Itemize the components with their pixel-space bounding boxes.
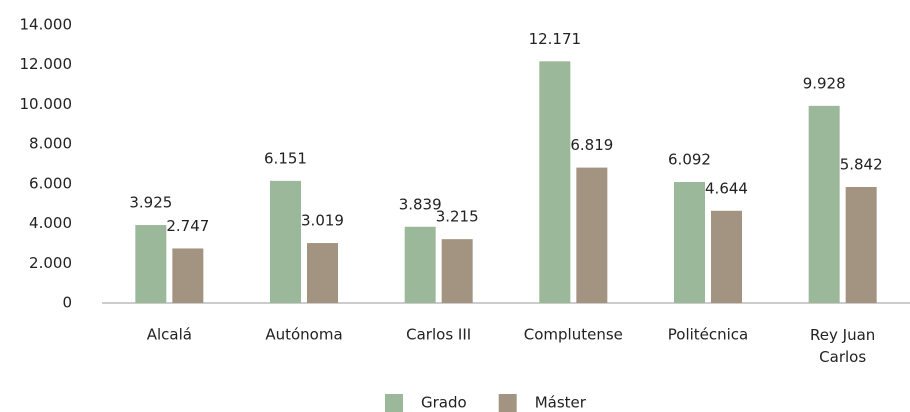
y-tick-label: 6.000 [29, 174, 72, 192]
data-label: 2.747 [166, 217, 209, 235]
x-tick-label: Alcalá [147, 326, 192, 344]
legend-label: Máster [535, 394, 587, 412]
data-label: 9.928 [803, 74, 846, 92]
data-label: 3.839 [399, 195, 442, 213]
bar [808, 105, 840, 304]
data-label: 4.644 [705, 179, 748, 197]
bar [307, 243, 338, 303]
bar [172, 248, 204, 303]
y-tick-label: 14.000 [20, 16, 73, 34]
bar [441, 239, 473, 303]
bar [711, 210, 742, 303]
bar [270, 180, 301, 303]
y-tick-label: 0 [62, 294, 72, 312]
x-tick-label: Carlos III [406, 326, 471, 344]
legend-swatch [498, 394, 517, 412]
data-label: 6.092 [668, 151, 711, 169]
x-tick-label: Autónoma [265, 326, 342, 344]
data-label: 3.925 [129, 194, 172, 212]
x-tick-label: Politécnica [668, 326, 749, 344]
y-tick-label: 10.000 [20, 95, 73, 113]
bar [576, 167, 608, 303]
legend-swatch [385, 394, 403, 412]
data-label: 6.819 [570, 136, 613, 154]
y-tick-label: 4.000 [29, 214, 72, 232]
y-tick-label: 12.000 [20, 55, 73, 73]
data-label: 5.842 [840, 155, 883, 173]
bar [539, 61, 571, 304]
x-tick-label: Complutense [524, 326, 623, 344]
data-label: 12.171 [529, 30, 582, 48]
data-label: 3.215 [436, 208, 479, 226]
data-label: 6.151 [264, 149, 307, 167]
bar [674, 182, 705, 303]
bar [135, 225, 167, 303]
y-tick-label: 8.000 [29, 135, 72, 153]
legend-label: Grado [421, 394, 467, 412]
bar [404, 226, 436, 303]
data-label: 3.019 [301, 212, 344, 230]
y-tick-label: 2.000 [29, 254, 72, 272]
x-tick-label: Rey Juan Carlos [810, 326, 875, 366]
bar [845, 186, 877, 303]
